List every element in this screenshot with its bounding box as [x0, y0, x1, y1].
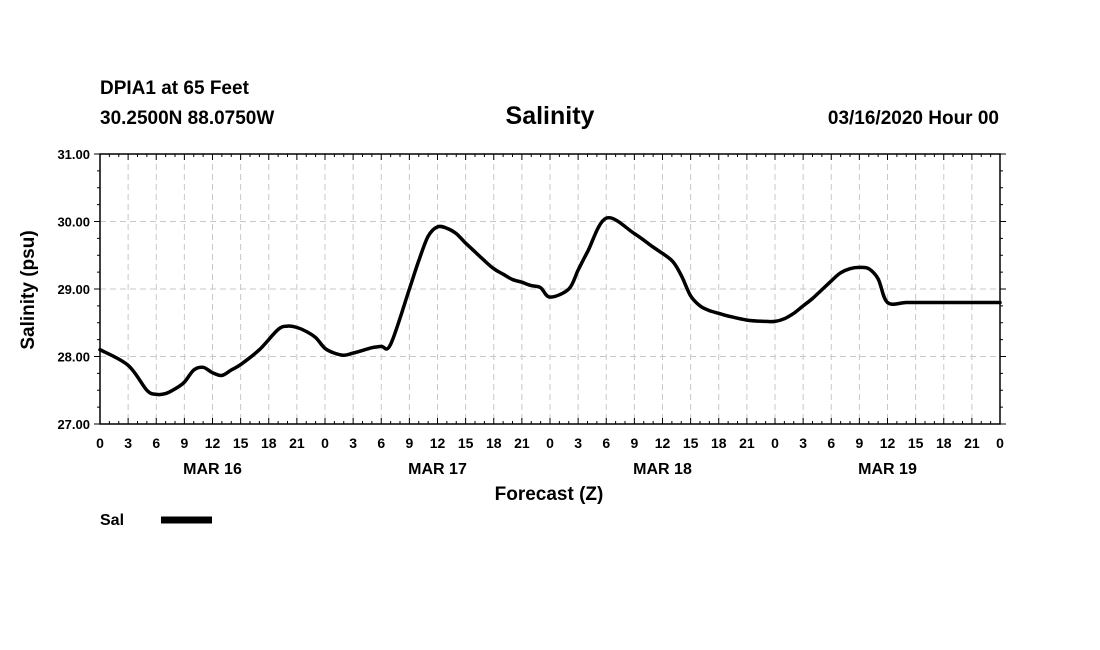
x-tick-label: 18	[261, 435, 277, 451]
y-tick-label: 27.00	[57, 417, 90, 432]
x-tick-label: 6	[152, 435, 160, 451]
x-tick-label: 0	[321, 435, 329, 451]
x-tick-label: 15	[233, 435, 249, 451]
y-tick-label: 30.00	[57, 215, 90, 230]
x-tick-label: 3	[124, 435, 132, 451]
day-label: MAR 19	[858, 461, 917, 478]
x-tick-label: 18	[486, 435, 502, 451]
x-tick-label: 12	[205, 435, 221, 451]
day-label: MAR 16	[183, 461, 242, 478]
x-tick-label: 6	[827, 435, 835, 451]
day-label: MAR 18	[633, 461, 692, 478]
x-tick-label: 0	[546, 435, 554, 451]
y-axis-label: Salinity (psu)	[18, 230, 39, 349]
x-tick-label: 21	[964, 435, 980, 451]
x-tick-label: 18	[711, 435, 727, 451]
station-coordinates: 30.2500N 88.0750W	[100, 108, 274, 129]
x-tick-label: 15	[683, 435, 699, 451]
tick-marks	[94, 153, 1006, 425]
x-tick-label: 9	[180, 435, 188, 451]
station-name: DPIA1 at 65 Feet	[100, 78, 250, 99]
y-tick-label: 29.00	[57, 282, 90, 297]
tick-labels: 0 3 6 9 12 15 18 21 0 3 6 9 12 15 18 21 0 3 6 9 12 15 18 21 0 3 6 9…	[57, 147, 1004, 478]
x-tick-label: 18	[936, 435, 952, 451]
x-tick-label: 3	[349, 435, 357, 451]
x-tick-label: 21	[514, 435, 530, 451]
x-tick-label: 15	[458, 435, 474, 451]
x-tick-label: 12	[430, 435, 446, 451]
x-tick-label: 6	[602, 435, 610, 451]
x-tick-label: 9	[855, 435, 863, 451]
x-tick-label: 6	[377, 435, 385, 451]
x-tick-label: 15	[908, 435, 924, 451]
x-tick-label: 3	[799, 435, 807, 451]
forecast-run-time: 03/16/2020 Hour 00	[828, 108, 999, 129]
x-tick-label: 12	[880, 435, 896, 451]
x-axis-label: Forecast (Z)	[495, 484, 604, 505]
legend-label: Sal	[100, 512, 124, 529]
x-tick-label: 9	[405, 435, 413, 451]
grid-lines	[100, 154, 1000, 424]
x-tick-label: 21	[739, 435, 755, 451]
x-tick-label: 0	[996, 435, 1004, 451]
y-tick-label: 28.00	[57, 350, 90, 365]
x-tick-label: 9	[630, 435, 638, 451]
series-group	[98, 215, 1002, 397]
x-tick-label: 12	[655, 435, 671, 451]
chart-title: Salinity	[506, 102, 595, 130]
x-tick-label: 0	[771, 435, 779, 451]
x-tick-label: 3	[574, 435, 582, 451]
salinity-series-line	[98, 215, 1002, 397]
day-label: MAR 17	[408, 461, 467, 478]
x-tick-label: 0	[96, 435, 104, 451]
x-tick-label: 21	[289, 435, 305, 451]
y-tick-label: 31.00	[57, 147, 90, 162]
